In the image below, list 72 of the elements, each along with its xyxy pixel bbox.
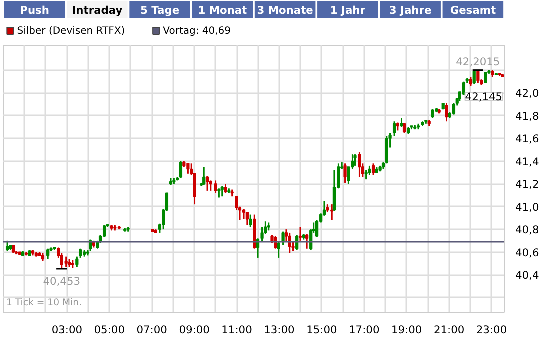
candlestick (402, 123, 406, 134)
candlestick (306, 233, 309, 250)
candlestick (364, 170, 368, 180)
y-tick-label: 40,4 (516, 269, 540, 282)
y-tick-label: 42,0 (516, 87, 540, 100)
candlestick (344, 162, 347, 184)
legend-label: Silber (Devisen RTFX) (17, 26, 126, 37)
x-tick-label: 09:00 (179, 324, 210, 336)
candlestick (431, 108, 434, 119)
candlestick (469, 76, 473, 88)
candlestick (46, 248, 50, 260)
candlestick (6, 240, 10, 252)
y-tick-label: 40,6 (516, 246, 540, 260)
y-tick-label: 41,2 (516, 178, 540, 192)
annotation: 40,453 (43, 274, 81, 288)
candlestick (249, 214, 252, 228)
candlestick (472, 70, 476, 85)
candlestick (462, 81, 466, 96)
candlestick (64, 256, 68, 268)
text: 3 Jahre (389, 4, 432, 17)
annotation: 42,2015 (456, 55, 500, 68)
text: Gesamt (450, 4, 496, 17)
y-tick-label: 41,0 (516, 200, 540, 214)
candlestick (179, 160, 183, 180)
text: Intraday (72, 4, 123, 17)
candlestick (400, 117, 404, 128)
x-tick-label: 11:00 (222, 324, 253, 336)
annotation: 42,145 (465, 90, 503, 104)
candlestick (392, 120, 396, 138)
text: 1 Jahr (330, 4, 366, 17)
candlestick (186, 162, 190, 175)
candlestick (368, 165, 372, 176)
candlestick (484, 72, 488, 84)
candlestick (102, 224, 106, 238)
candlestick (79, 248, 82, 259)
x-tick-label: 05:00 (94, 324, 126, 336)
candlestick (282, 231, 285, 246)
y-tick-label: 40,8 (516, 224, 540, 237)
y-tick-label: 41,8 (516, 110, 540, 123)
x-tick-label: 17:00 (349, 324, 380, 336)
candlestick (202, 166, 206, 186)
candlestick (246, 212, 249, 226)
candlestick (218, 188, 221, 198)
x-tick-label: 13:00 (264, 324, 296, 336)
text: Push (20, 4, 50, 17)
text: 5 Tage (140, 4, 180, 17)
candlestick (298, 226, 302, 242)
y-tick-label: 41,4 (516, 155, 540, 168)
y-tick-label: 41,6 (516, 132, 540, 146)
x-tick-label: 23:00 (476, 324, 508, 336)
candlestick (220, 186, 224, 198)
text: 3 Monate (257, 4, 314, 17)
candlestick (206, 175, 210, 192)
candlestick (358, 152, 362, 178)
candlestick (476, 70, 480, 84)
text: 1 Monat (198, 4, 248, 17)
candlestick (372, 162, 376, 176)
candlestick (277, 241, 280, 259)
annotation: 1 Tick = 10 Min. (6, 298, 82, 308)
candlestick (242, 208, 246, 220)
candlestick (354, 154, 357, 167)
candlestick (445, 102, 448, 122)
candlestick (76, 256, 79, 268)
legend-label: Vortag: 40,69 (163, 26, 232, 37)
x-tick-label: 03:00 (52, 324, 83, 336)
x-tick-label: 21:00 (434, 324, 465, 336)
candlestick (332, 170, 336, 212)
candlestick (452, 102, 456, 116)
x-tick-label: 19:00 (391, 324, 422, 336)
candlestick (224, 183, 228, 194)
x-tick-label: 07:00 (136, 324, 168, 336)
x-tick-label: 15:00 (306, 324, 338, 336)
